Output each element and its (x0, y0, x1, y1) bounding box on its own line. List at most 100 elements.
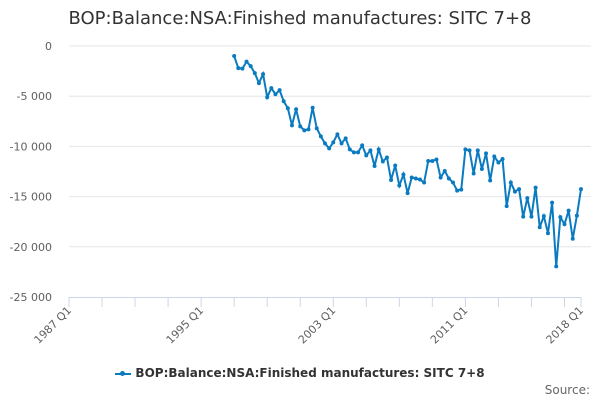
data-point (550, 200, 555, 205)
data-point (335, 132, 340, 137)
x-tick-label: 1995 Q1 (164, 304, 207, 347)
data-point (401, 172, 406, 177)
data-point (269, 86, 274, 91)
data-point (422, 180, 427, 185)
data-point (525, 196, 530, 201)
data-point (380, 159, 385, 164)
data-point (442, 168, 447, 173)
data-point (554, 264, 559, 269)
data-point (537, 225, 542, 230)
legend-item[interactable]: BOP:Balance:NSA:Finished manufactures: S… (0, 366, 600, 380)
data-point (512, 189, 517, 194)
data-point (508, 180, 513, 185)
data-point (310, 105, 315, 110)
data-point (389, 178, 394, 183)
data-point (545, 231, 550, 236)
y-tick-label: 0 (45, 40, 52, 53)
data-point (248, 64, 253, 69)
y-tick-label: -15 000 (10, 191, 52, 204)
x-tick-label: 2003 Q1 (296, 304, 339, 347)
y-tick-label: -20 000 (10, 241, 52, 254)
data-point (261, 72, 266, 77)
data-point (417, 177, 422, 182)
data-point (294, 107, 299, 112)
data-point (521, 214, 526, 219)
legend-label: BOP:Balance:NSA:Finished manufactures: S… (135, 366, 485, 380)
data-point (256, 81, 261, 86)
data-point (434, 157, 439, 162)
data-point (368, 148, 373, 153)
source-label: Source: (544, 383, 590, 397)
data-point (347, 147, 352, 152)
data-point (504, 204, 509, 209)
data-point (244, 59, 249, 64)
legend-swatch (115, 370, 132, 376)
x-tick-label: 2018 Q1 (544, 304, 587, 347)
data-point (496, 160, 501, 165)
data-point (413, 176, 418, 181)
data-point (236, 66, 241, 71)
data-point (397, 183, 402, 188)
data-point (479, 166, 484, 171)
data-point (471, 171, 476, 176)
data-point (405, 191, 410, 196)
data-point (252, 71, 257, 76)
data-point (289, 123, 294, 128)
data-point (265, 95, 270, 100)
data-point (339, 141, 344, 146)
data-point (343, 136, 348, 141)
data-point (302, 128, 307, 133)
data-point (562, 222, 567, 227)
data-point (446, 176, 451, 181)
y-tick-label: -5 000 (17, 90, 52, 103)
data-point (384, 155, 389, 160)
data-point (438, 175, 443, 180)
series-line (233, 55, 582, 267)
data-point (306, 127, 311, 132)
chart-title: BOP:Balance:NSA:Finished manufactures: S… (68, 8, 532, 29)
data-point (285, 106, 290, 111)
data-point (277, 88, 282, 93)
data-point (566, 208, 571, 213)
data-point (376, 147, 381, 152)
data-point (451, 180, 455, 185)
data-point (281, 99, 286, 104)
data-point (314, 126, 319, 131)
data-point (517, 187, 522, 192)
data-point (579, 187, 583, 192)
data-point (492, 154, 497, 159)
data-point (533, 185, 538, 190)
data-point (356, 150, 361, 155)
data-point (331, 140, 336, 145)
data-point (574, 213, 579, 218)
data-point (360, 143, 365, 148)
data-point (318, 134, 323, 139)
data-point (463, 147, 468, 152)
x-tick-label: 1987 Q1 (32, 304, 75, 347)
data-point (393, 163, 398, 168)
data-point (558, 215, 563, 220)
data-point (488, 178, 493, 183)
data-point (273, 92, 278, 97)
data-point (430, 158, 435, 163)
data-point (323, 141, 327, 146)
data-point (455, 188, 460, 193)
data-point (467, 148, 472, 153)
data-point (570, 236, 575, 241)
y-tick-label: -25 000 (10, 291, 52, 304)
data-point (541, 214, 546, 219)
data-point (351, 150, 356, 155)
data-point (475, 148, 480, 153)
data-point (500, 156, 505, 161)
data-point (459, 187, 464, 192)
data-point (240, 66, 245, 71)
data-point (372, 163, 377, 168)
data-point (529, 214, 534, 219)
data-point (364, 153, 369, 158)
data-point (232, 54, 237, 59)
y-tick-label: -10 000 (10, 140, 52, 153)
data-point (409, 175, 414, 180)
data-point (484, 151, 489, 156)
data-point (426, 158, 431, 163)
